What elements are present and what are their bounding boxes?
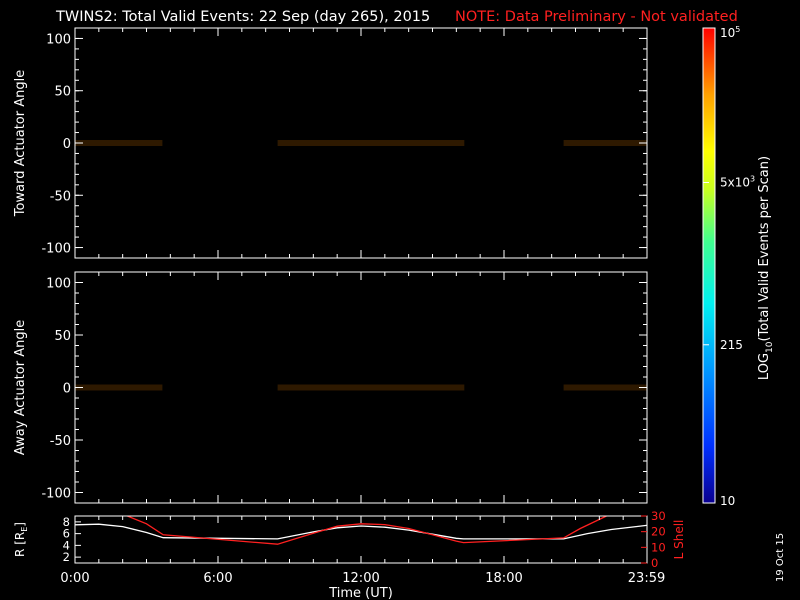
date-stamp: 19 Oct 15 (775, 533, 786, 582)
y-tick-label: -100 (41, 487, 71, 502)
y2-tick-label: 0 (651, 556, 658, 570)
x-tick-label: 18:00 (485, 571, 522, 586)
x-tick-label: 6:00 (203, 571, 232, 586)
heatmap-center-band (75, 384, 163, 391)
data-block (75, 384, 163, 391)
y2-tick-label: 10 (651, 540, 666, 554)
x-tick-label: 23:59 (628, 571, 665, 586)
y-axis-label: Away Actuator Angle (13, 320, 28, 455)
x-tick-label: 12:00 (342, 571, 379, 586)
y-tick-label: 4 (63, 538, 70, 552)
y2-axis-label: L Shell (672, 520, 686, 560)
data-block (277, 384, 465, 391)
y-tick-label: 2 (63, 550, 70, 564)
y-tick-label: 0 (63, 382, 71, 397)
data-block (75, 140, 163, 146)
away-angle-heatmap-panel: -100 -50 0 50 100 Away Actuator Angle (13, 271, 648, 504)
y-tick-label: 8 (63, 515, 70, 529)
plot-title: TWINS2: Total Valid Events: 22 Sep (day … (55, 9, 430, 25)
y-axis-label: R [RE] (13, 522, 29, 557)
heatmap-center-band (75, 140, 163, 146)
preliminary-note: NOTE: Data Preliminary - Not validated (455, 9, 738, 25)
colorbar-ticks: 105 5x103 215 10 (703, 25, 755, 508)
lshell-series-line (127, 516, 607, 545)
y-tick-label: 50 (54, 329, 71, 344)
y-tick-label: 100 (46, 277, 71, 292)
colorbar-tick-label: 10 (720, 494, 735, 508)
data-block (563, 140, 647, 146)
colorbar-gradient (702, 27, 716, 504)
data-block (563, 384, 647, 391)
y-tick-label: 100 (46, 32, 71, 47)
colorbar-label: LOG10(Total Valid Events per Scan) (757, 156, 775, 380)
y-tick-label: -50 (50, 434, 71, 449)
colorbar-tick-label: 105 (720, 25, 740, 40)
y-axis-label: Toward Actuator Angle (13, 70, 28, 217)
y-tick-label: 0 (63, 137, 71, 152)
y-tick-label: -100 (41, 242, 71, 257)
radius-series-line (75, 523, 647, 540)
colorbar-tick-label: 215 (720, 338, 743, 352)
y-tick-label: 50 (54, 85, 71, 100)
heatmap-center-band (563, 384, 647, 391)
y2-tick-label: 20 (651, 525, 666, 539)
y2-tick-label: 30 (651, 509, 666, 523)
x-axis-label: Time (UT) (328, 586, 393, 600)
heatmap-center-band (277, 140, 465, 146)
x-tick-label: 0:00 (60, 571, 89, 586)
data-block (277, 140, 465, 146)
colorbar: 105 5x103 215 10 LOG10(Total Valid Events p… (702, 25, 775, 508)
heatmap-center-band (563, 140, 647, 146)
y-tick-label: -50 (50, 189, 71, 204)
y-tick-label: 6 (63, 527, 70, 541)
toward-angle-heatmap-panel: -100 -50 0 50 100 Toward Actuator Angle (13, 27, 648, 259)
heatmap-center-band (277, 384, 465, 391)
colorbar-tick-label: 5x103 (720, 174, 755, 189)
